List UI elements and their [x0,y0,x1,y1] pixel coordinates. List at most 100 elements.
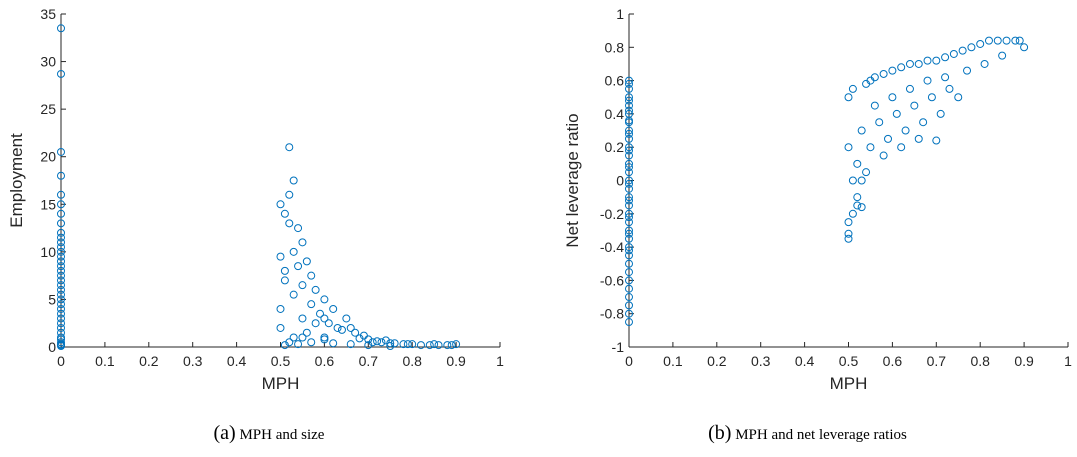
chart-a-points [57,24,461,351]
chart-a-point [346,323,355,332]
chart-a-x-tick-label: 0.3 [183,353,203,369]
chart-a-point [425,341,434,350]
chart-b-point [932,56,941,65]
chart-b-point [625,276,633,285]
chart-a-x-tick-label: 0.7 [359,353,379,369]
chart-b-x-tick-label: 0 [625,353,633,369]
chart-b-point [625,209,633,218]
chart-a-point [452,340,461,349]
chart-a-point [57,266,65,275]
chart-a-point [320,295,329,304]
chart-a-point [57,238,65,247]
chart-b-point [625,318,633,327]
chart-a-point [57,190,65,199]
chart-a-point [57,342,65,351]
chart-b-y-tick-label: -0.6 [600,272,624,288]
chart-b-point [625,106,633,115]
chart-b-point [844,143,853,152]
chart-b-point [998,51,1007,60]
chart-b-point [625,213,633,222]
chart-a-point [57,171,65,180]
chart-a-point [57,281,65,290]
chart-b-point [1015,36,1024,45]
chart-b-y-tick-label: 0.6 [605,73,625,89]
chart-a-y-tick-label: 10 [40,244,56,260]
scatter-chart-a: 0 0.1 0.2 0.3 0.4 0.5 0.6 0.7 0.8 0.9 105101520253… [7,6,504,393]
chart-a-point [57,200,65,209]
chart-b-x-tick-label: 0.4 [795,353,815,369]
chart-b-point [848,209,857,218]
chart-b-point [625,168,633,177]
chart-b-point [625,129,633,138]
chart-a-point [57,323,65,332]
chart-a-point [57,69,65,78]
chart-a-point [57,247,65,256]
chart-a-point [346,340,355,349]
chart-a-point [57,257,65,266]
chart-a-y-tick-label: 25 [40,101,56,117]
chart-a-point [386,342,395,351]
chart-a-point [416,341,425,350]
chart-b-point [625,76,633,85]
chart-b-point [853,159,862,168]
chart-b-point [625,143,633,152]
chart-a-point [285,143,294,152]
chart-a-point [57,147,65,156]
caption-b: (b) MPH and net leverage ratios [538,422,1077,445]
chart-b-point [625,284,633,293]
chart-a-point [324,319,333,328]
chart-b-point [625,243,633,252]
chart-a-x-tick-label: 0.6 [315,353,335,369]
chart-a-point [276,252,285,261]
chart-b-point [932,136,941,145]
chart-b-point [870,73,879,82]
chart-b-point [888,66,897,75]
chart-b-point [625,159,633,168]
chart-a-point [311,285,320,294]
chart-panel-b: 0 0.1 0.2 0.3 0.4 0.5 0.6 0.7 0.8 0.9 1 -1 -0.8 -0.6 -… [538,0,1077,457]
chart-a-y-axis-title: Employment [7,133,26,228]
chart-b-x-tick-label: 0.8 [970,353,990,369]
chart-a-point [57,276,65,285]
chart-b-point [844,218,853,227]
chart-panel-a: 0 0.1 0.2 0.3 0.4 0.5 0.6 0.7 0.8 0.9 1 0 5 10 15 20 25 3… [0,0,538,457]
chart-b-point [844,93,853,102]
chart-b-point [625,179,633,188]
chart-b-point [625,163,633,172]
chart-a-point [276,304,285,313]
chart-b-point [897,143,906,152]
chart-a-point [364,335,373,344]
chart-a-point [57,233,65,242]
chart-a-point [337,325,346,334]
chart-a-point [311,319,320,328]
chart-b-point [625,101,633,110]
chart-b-point [625,268,633,277]
chart-b-point [848,176,857,185]
chart-b-point [892,109,901,118]
chart-a-point [307,300,316,309]
chart-b-point [625,84,633,93]
chart-a-point [57,290,65,299]
chart-b-y-tick-label: -0.4 [600,239,624,255]
chart-a-y-tick-label: 30 [40,54,56,70]
chart-a-y-tick-label: 5 [48,291,56,307]
chart-a-point [307,271,316,280]
chart-b-point [625,93,633,102]
chart-b-point [875,118,884,127]
chart-a-point [57,295,65,304]
chart-b-point [897,63,906,72]
chart-b-point [919,118,928,127]
chart-a-point [57,304,65,313]
chart-a-point [285,338,294,347]
chart-b-point [993,36,1002,45]
chart-a-point [316,309,325,318]
chart-a-point [403,340,412,349]
chart-b-x-tick-label: 0.3 [751,353,771,369]
chart-b-point [625,79,633,88]
chart-a-y-tick-label: 15 [40,196,56,212]
chart-b-point [625,229,633,238]
chart-b-point [901,126,910,135]
chart-a-point [298,333,307,342]
chart-a-point [368,338,377,347]
chart-b-point [853,193,862,202]
